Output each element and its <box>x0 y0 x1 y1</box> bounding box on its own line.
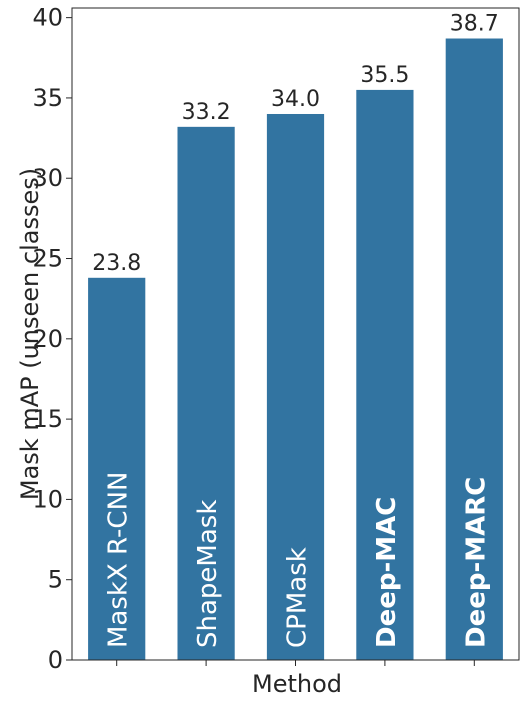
y-tick-label: 5 <box>48 566 63 594</box>
y-tick-label: 10 <box>32 485 63 513</box>
value-label: 34.0 <box>271 87 320 112</box>
bar <box>445 38 503 660</box>
value-label: 38.7 <box>450 12 499 37</box>
y-tick-label: 0 <box>48 646 63 674</box>
bar <box>356 89 414 660</box>
y-tick-label: 15 <box>32 405 63 433</box>
category-label: MaskX R-CNN <box>104 472 134 649</box>
plot-frame <box>71 7 520 661</box>
value-label: 33.2 <box>182 100 231 125</box>
category-label: Deep-MARC <box>461 477 491 648</box>
category-label: Deep-MAC <box>372 497 402 648</box>
value-label: 23.8 <box>92 251 141 276</box>
y-tick-label: 30 <box>32 164 63 192</box>
x-axis-label: Method <box>252 670 342 698</box>
y-axis-label: Mask mAP (unseen classes) <box>16 168 44 500</box>
y-tick-label: 35 <box>32 84 63 112</box>
y-tick-label: 20 <box>32 325 63 353</box>
y-tick-label: 25 <box>32 245 63 273</box>
category-label: CPMask <box>283 547 313 648</box>
value-label: 35.5 <box>360 63 409 88</box>
bar <box>266 113 325 660</box>
category-label: ShapeMask <box>193 500 223 648</box>
bar <box>177 126 235 660</box>
bar <box>88 277 146 660</box>
y-tick-label: 40 <box>32 4 63 32</box>
